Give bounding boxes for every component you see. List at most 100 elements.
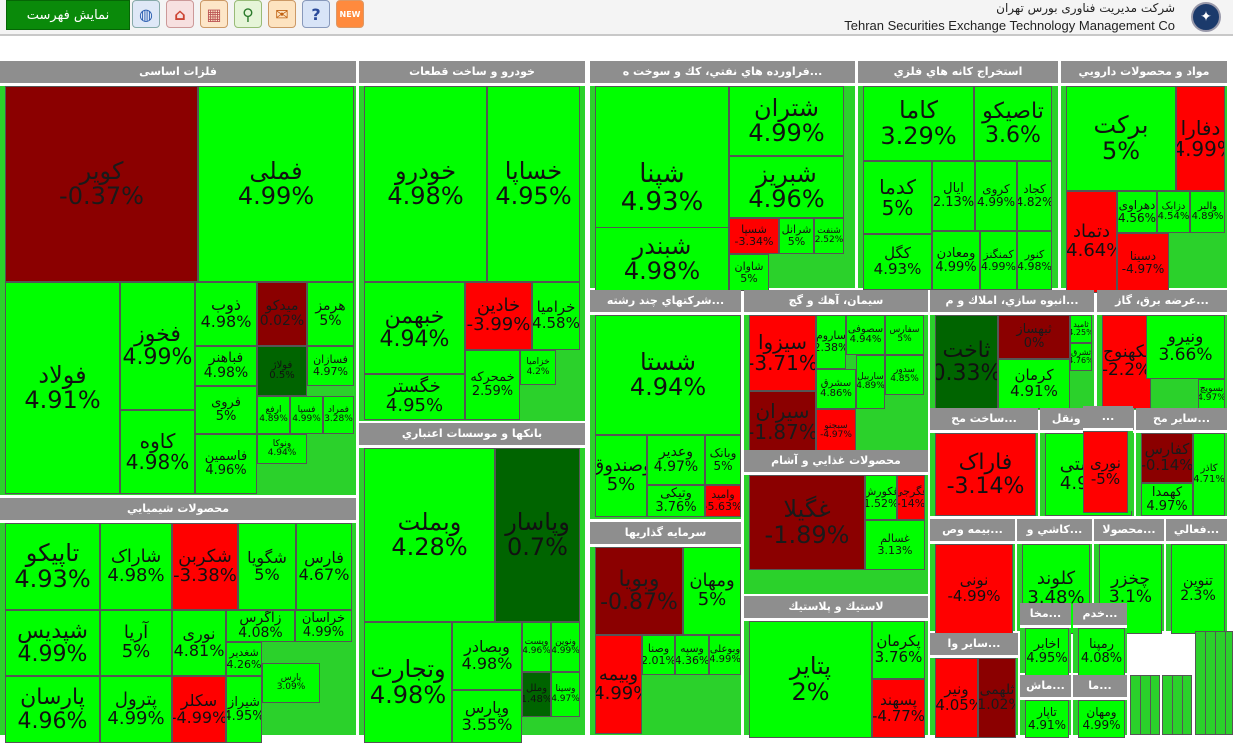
stock-tile[interactable]: کدما 5% (863, 161, 932, 234)
stock-tile[interactable]: کجاد 4.82% (1017, 161, 1052, 231)
sector-title[interactable]: سيمان، آهك و گچ (744, 290, 928, 312)
stock-tile[interactable]: ثاخت 0.33% (935, 315, 998, 409)
stock-tile[interactable]: ونیرو 3.66% (1146, 315, 1225, 379)
stock-tile[interactable]: برکت 5% (1066, 86, 1176, 191)
stock-tile[interactable]: فباهنر 4.98% (195, 346, 257, 386)
stock-tile[interactable]: کاذر 4.71% (1193, 433, 1225, 516)
stock-tile[interactable]: دسینا -4.97% (1117, 233, 1169, 293)
stock-tile[interactable]: نونی -4.99% (935, 544, 1013, 634)
stock-tile[interactable]: وسینا 4.97% (551, 672, 580, 717)
stock-tile[interactable]: وبملت 4.28% (364, 448, 495, 622)
sector-title[interactable]: ... (1083, 406, 1133, 428)
stock-tile[interactable]: ایال 2.13% (932, 161, 975, 231)
stock-tile[interactable]: سیزوا -3.71% (749, 315, 816, 391)
stock-tile[interactable]: میدکو 0.02% (257, 282, 307, 346)
sector-title[interactable]: ...ماش (1020, 675, 1071, 697)
sector-title[interactable]: بانكها و موسسات اعتباري (359, 423, 585, 445)
sector-title[interactable]: ...مخا (1020, 603, 1071, 625)
stock-tile[interactable]: دتماد-4.64% (1066, 191, 1117, 293)
sector-services[interactable]: ...خدم رمپنا 4.08% (1073, 603, 1127, 676)
stock-tile[interactable]: ساربیل 4.89% (856, 355, 885, 409)
sector-title[interactable]: ...خدم (1073, 603, 1127, 625)
minor-stocks-cluster[interactable] (1162, 675, 1192, 735)
stock-tile[interactable]: پتایر 2% (749, 621, 872, 738)
sector-title[interactable]: خودرو و ساخت قطعات (359, 61, 585, 83)
stock-tile[interactable]: غکورش1.52% (865, 475, 897, 520)
stock-tile[interactable]: شسپا -3.34% (729, 218, 779, 254)
stock-tile[interactable]: چخزر 3.1% (1099, 544, 1162, 634)
stock-tile[interactable]: تاپار 4.91% (1025, 700, 1069, 738)
sector-title[interactable]: سرمايه گذاريها (590, 522, 741, 544)
sector-title[interactable]: محصولات غذايي و آشام (744, 450, 928, 472)
stock-tile[interactable]: شبریز 4.96% (729, 156, 844, 218)
sector-title[interactable]: ...ساير مح (1136, 408, 1227, 430)
stock-tile[interactable]: فخوز 4.99% (120, 282, 195, 410)
stock-tile[interactable]: ثلهمی-1.02% (978, 658, 1016, 738)
sector-media[interactable]: ...ما ومهان 4.99% (1073, 675, 1127, 738)
sector-utilities[interactable]: ...عرضه برق، گاز بکهنوج -2.2% ونیرو 3.66% بسو… (1097, 290, 1227, 410)
home-icon[interactable]: ⌂ (166, 0, 194, 28)
stock-tile[interactable]: فسازان 4.97% (307, 346, 354, 386)
stock-tile[interactable]: وبیمه-4.99% (595, 635, 642, 734)
stock-tile[interactable]: زاگرس 4.08% (226, 610, 295, 642)
stock-tile[interactable]: کمنگنز 4.99% (980, 231, 1017, 290)
sector-title[interactable]: ...بيمه وص (930, 519, 1015, 541)
stock-tile[interactable]: سیران -1.87% (749, 391, 816, 453)
sector-basic-metals[interactable]: فلزات اساسی کویر -0.37% فملی 4.99% فولاد 4.91%… (0, 61, 356, 495)
sector-mining[interactable]: استخراج كانه هاي فلزي كاما 3.29% تاصیکو 3.6%… (858, 61, 1058, 290)
sector-title[interactable]: ...ساخت مح (930, 408, 1038, 430)
stock-tile[interactable]: سدور 4.85% (885, 355, 924, 395)
stock-tile[interactable]: وتیکی 3.76% (647, 485, 705, 517)
stock-tile[interactable]: ثشرق4.76% (1070, 343, 1092, 371)
stock-tile[interactable]: خگستر 4.95% (364, 374, 465, 420)
message-icon[interactable]: ✉ (268, 0, 296, 28)
sector-title[interactable]: ...كاشي و (1017, 519, 1092, 541)
stock-tile[interactable]: کگل 4.93% (863, 234, 932, 290)
stock-tile[interactable]: ونیر-4.05% (935, 658, 978, 738)
table-icon[interactable]: ▦ (200, 0, 228, 28)
sector-title[interactable]: ...ما (1073, 675, 1127, 697)
stock-tile[interactable]: وصندوق5% (595, 435, 647, 517)
stock-tile[interactable]: شکربن -3.38% (172, 523, 238, 610)
sector-auto[interactable]: خودرو و ساخت قطعات خودرو 4.98% خساپا 4.95% خب… (359, 61, 585, 421)
stock-tile[interactable]: سبجنو -4.97% (816, 409, 856, 453)
stock-tile[interactable]: رمپنا 4.08% (1078, 628, 1125, 676)
stock-tile[interactable]: اخابر 4.95% (1025, 628, 1069, 676)
minor-stocks-cluster[interactable] (1195, 631, 1233, 735)
new-badge-icon[interactable]: NEW (336, 0, 364, 28)
sector-title[interactable]: فلزات اساسی (0, 61, 356, 83)
stock-tile[interactable]: وبوعلی 4.99% (709, 635, 741, 675)
sector-title[interactable]: ...سایر وا (930, 633, 1018, 655)
stock-tile[interactable]: غسالم 3.13% (865, 520, 925, 570)
stock-tile[interactable]: بکهنوج -2.2% (1102, 315, 1151, 409)
stock-tile[interactable]: وامید -5.63% (705, 485, 741, 517)
stock-tile[interactable]: ساروم2.38% (816, 315, 846, 369)
stock-tile[interactable]: سصوفی 4.94% (846, 315, 885, 355)
sector-construction[interactable]: ...ساخت مح فاراک -3.14% (930, 408, 1038, 516)
stock-tile[interactable]: غگیلا -1.89% (749, 475, 865, 570)
sector-petroleum[interactable]: ...فراورده هاي نفتي، كك و سوخت ه شپنا 4.93… (590, 61, 855, 291)
stock-tile[interactable]: پارسان 4.96% (5, 676, 100, 743)
stock-tile[interactable]: فاراک -3.14% (935, 433, 1036, 516)
stock-tile[interactable]: بسویچ 4.97% (1198, 379, 1225, 409)
stock-tile[interactable]: فولاژ 0.5% (257, 346, 307, 396)
stock-tile[interactable]: کهمدا 4.97% (1141, 483, 1193, 516)
stock-tile[interactable]: خمحرکه 2.59% (465, 350, 520, 420)
stock-tile[interactable]: فروی 5% (195, 386, 257, 434)
stock-tile[interactable]: شتران 4.99% (729, 86, 844, 156)
stock-tile[interactable]: خساپا 4.95% (487, 86, 580, 282)
show-list-button[interactable]: نمایش فهرست (6, 0, 130, 30)
sector-multi[interactable]: ...شركتهاي چند رشتهشستا4.94%وصندوق5%وعدی… (590, 290, 741, 519)
stock-tile[interactable]: فمراد 3.28% (323, 396, 354, 434)
stock-tile[interactable]: دهراوی 4.56% (1117, 191, 1157, 233)
sector-title[interactable]: ...فعالي (1166, 519, 1227, 541)
sector-machinery[interactable]: ...ماش تاپار 4.91% (1020, 675, 1071, 738)
sector-realestate[interactable]: ...انبوه سازي، املاك و م ثاخت 0.33% ثبهساز 0… (930, 290, 1094, 410)
sector-other-mining[interactable]: ...ساير مح کفارس -0.14% کهمدا 4.97% کاذر 4.71% (1136, 408, 1227, 516)
stock-tile[interactable]: وعدیر 4.97% (647, 435, 705, 485)
stock-tile[interactable]: آریا 5% (100, 610, 172, 676)
stock-tile[interactable]: ثبهساز 0% (998, 315, 1070, 359)
help-icon[interactable]: ? (302, 0, 330, 28)
stock-tile[interactable]: کنور 4.98% (1017, 231, 1052, 290)
stock-tile[interactable]: پکرمان 3.76% (872, 621, 925, 679)
